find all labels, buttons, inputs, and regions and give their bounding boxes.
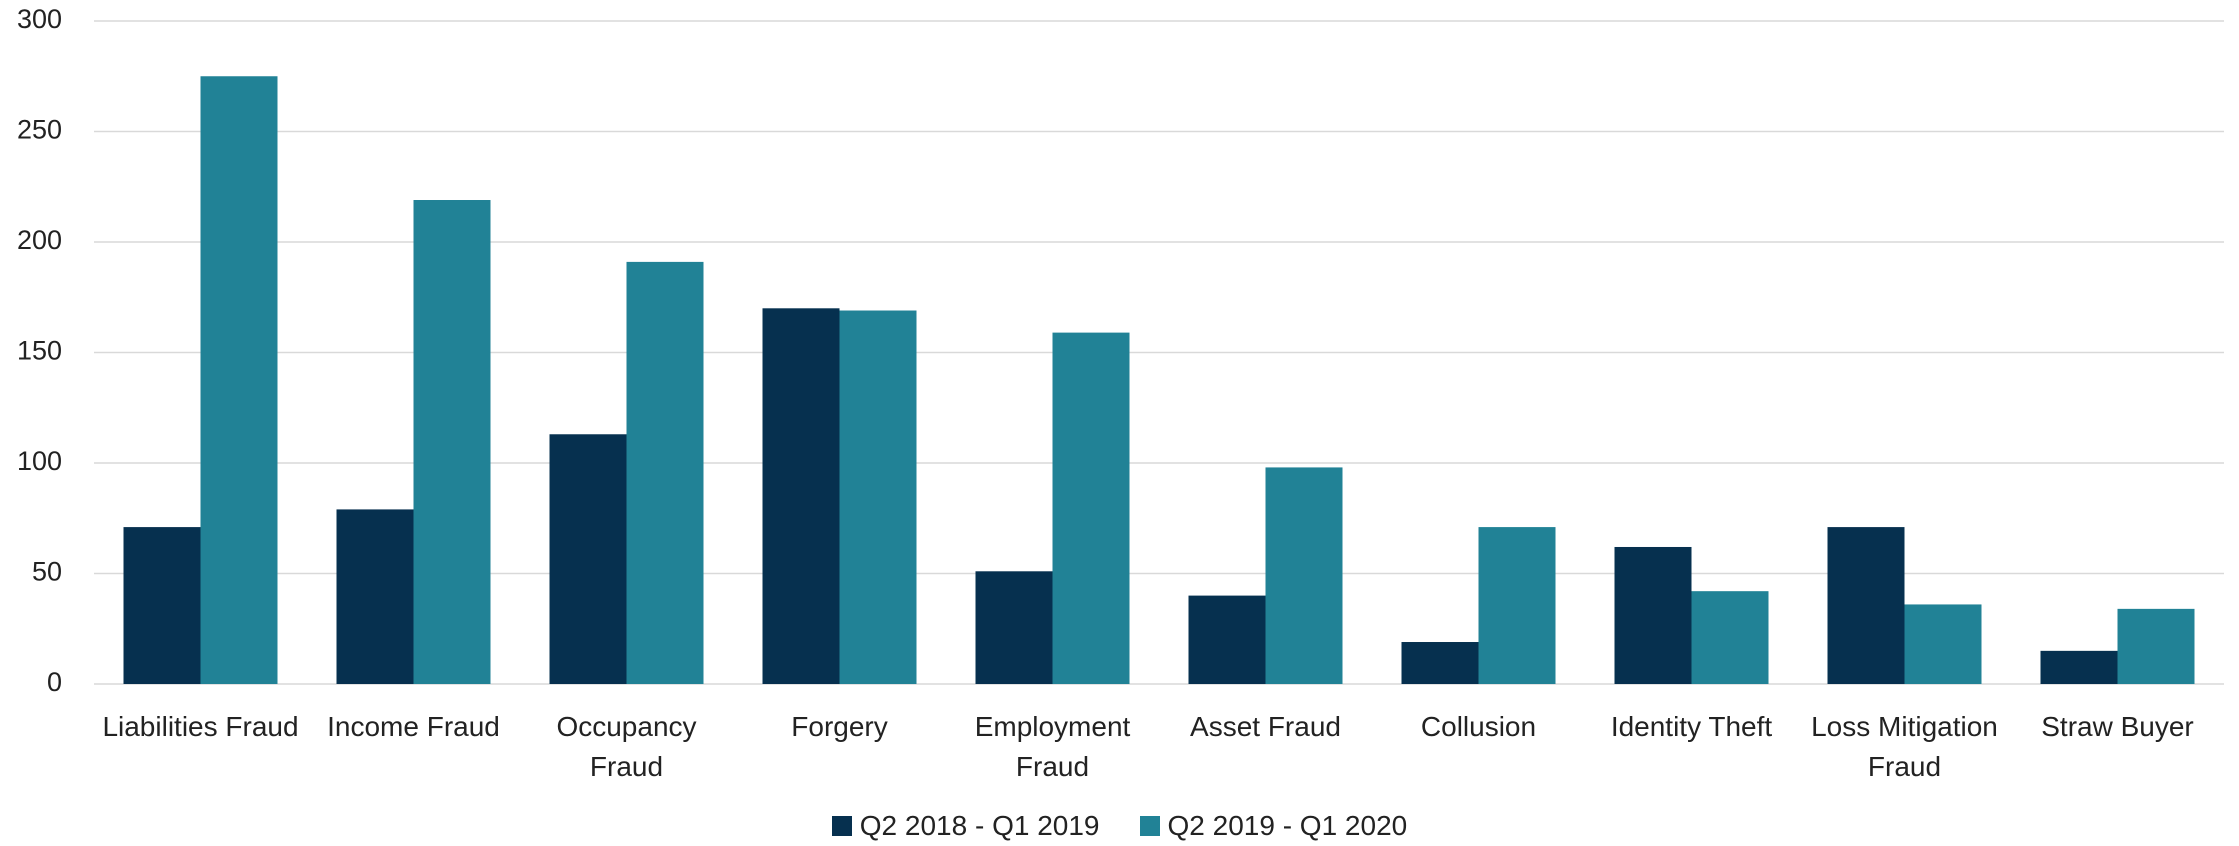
legend-item: Q2 2018 - Q1 2019 xyxy=(831,810,1100,842)
bar xyxy=(1691,591,1769,684)
bar xyxy=(549,434,627,684)
bar xyxy=(1052,332,1130,684)
y-tick-label: 300 xyxy=(17,4,62,34)
bar xyxy=(1614,546,1692,684)
bar xyxy=(1904,604,1982,684)
bar xyxy=(2040,650,2118,684)
x-tick-label: Collusion xyxy=(1420,711,1537,742)
x-tick-label: Income Fraud xyxy=(327,711,500,742)
y-tick-label: 150 xyxy=(17,336,62,366)
bar xyxy=(123,527,201,684)
y-tick-label: 50 xyxy=(32,557,62,587)
y-tick-label: 250 xyxy=(17,115,62,145)
x-tick-label: Loss Mitigation Fraud xyxy=(1811,711,1998,782)
bar xyxy=(413,200,491,684)
y-tick-label: 0 xyxy=(47,667,62,697)
bar xyxy=(1265,467,1343,684)
legend-item: Q2 2019 - Q1 2020 xyxy=(1139,810,1408,842)
bar xyxy=(626,261,704,684)
legend-swatch xyxy=(1139,816,1160,836)
x-tick-label: Asset Fraud xyxy=(1190,711,1341,742)
legend-swatch xyxy=(831,816,852,836)
x-tick-label: Identity Theft xyxy=(1610,711,1773,742)
y-tick-label: 100 xyxy=(17,446,62,476)
x-tick-label: Employment Fraud xyxy=(974,711,1131,782)
bar xyxy=(1401,642,1479,684)
legend-label: Q2 2018 - Q1 2019 xyxy=(859,810,1100,841)
bar xyxy=(2117,608,2195,684)
x-tick-label: Occupancy Fraud xyxy=(556,711,697,782)
legend-label: Q2 2019 - Q1 2020 xyxy=(1167,810,1408,841)
x-tick-label: Liabilities Fraud xyxy=(102,711,299,742)
bar xyxy=(1188,595,1266,684)
bar xyxy=(762,308,840,684)
x-tick-label: Forgery xyxy=(791,711,888,742)
bar xyxy=(1827,527,1905,684)
x-tick-label: Straw Buyer xyxy=(2041,711,2194,742)
bar xyxy=(200,76,278,684)
bar xyxy=(336,509,414,684)
legend: Q2 2018 - Q1 2019 Q2 2019 - Q1 2020 xyxy=(0,810,2239,842)
y-tick-label: 200 xyxy=(17,225,62,255)
bar xyxy=(1478,527,1556,684)
bar xyxy=(975,571,1053,684)
bar xyxy=(839,310,917,684)
